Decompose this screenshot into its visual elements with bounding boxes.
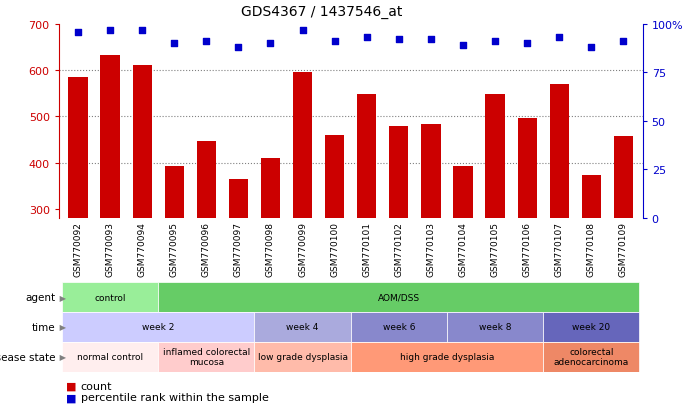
Bar — [158, 342, 254, 372]
Point — [618, 39, 629, 45]
Bar — [389, 127, 408, 218]
Point — [489, 39, 500, 45]
Bar — [325, 135, 344, 218]
Text: disease state: disease state — [0, 352, 55, 362]
Bar — [62, 342, 158, 372]
Point — [361, 35, 372, 42]
Text: week 2: week 2 — [142, 323, 174, 332]
Bar — [62, 282, 158, 312]
Text: week 8: week 8 — [479, 323, 511, 332]
Bar — [543, 342, 639, 372]
Point — [457, 43, 468, 50]
Point — [233, 45, 244, 51]
Bar — [350, 342, 543, 372]
Bar — [254, 342, 350, 372]
Text: control: control — [94, 293, 126, 302]
Bar — [158, 282, 639, 312]
Text: week 4: week 4 — [286, 323, 319, 332]
Bar — [68, 78, 88, 218]
Bar — [357, 95, 377, 218]
Point — [553, 35, 565, 42]
Point — [104, 27, 115, 34]
Text: AOM/DSS: AOM/DSS — [378, 293, 420, 302]
Bar — [293, 73, 312, 218]
Point — [426, 37, 437, 44]
Point — [522, 41, 533, 47]
Text: week 6: week 6 — [383, 323, 415, 332]
Bar — [543, 312, 639, 342]
Point — [329, 39, 340, 45]
Point — [586, 45, 597, 51]
Text: normal control: normal control — [77, 352, 143, 361]
Point — [201, 39, 212, 45]
Bar — [62, 312, 254, 342]
Text: ▶: ▶ — [57, 352, 66, 361]
Point — [73, 29, 84, 36]
Bar — [197, 142, 216, 218]
Bar — [100, 56, 120, 218]
Point — [297, 27, 308, 34]
Bar — [485, 95, 504, 218]
Bar — [254, 312, 350, 342]
Text: count: count — [81, 381, 113, 391]
Text: inflamed colorectal
mucosa: inflamed colorectal mucosa — [162, 347, 250, 366]
Bar — [582, 175, 601, 218]
Text: percentile rank within the sample: percentile rank within the sample — [81, 392, 269, 402]
Text: ▶: ▶ — [57, 323, 66, 332]
Text: ■: ■ — [66, 381, 76, 391]
Point — [169, 41, 180, 47]
Text: ■: ■ — [66, 392, 76, 402]
Bar — [422, 125, 440, 218]
Bar — [549, 85, 569, 218]
Point — [137, 27, 148, 34]
Bar — [133, 66, 152, 218]
Text: time: time — [32, 322, 55, 332]
Text: high grade dysplasia: high grade dysplasia — [399, 352, 494, 361]
Bar — [614, 136, 633, 218]
Text: low grade dysplasia: low grade dysplasia — [258, 352, 348, 361]
Text: colorectal
adenocarcinoma: colorectal adenocarcinoma — [553, 347, 629, 366]
Text: ▶: ▶ — [57, 293, 66, 302]
Text: GDS4367 / 1437546_at: GDS4367 / 1437546_at — [240, 5, 402, 19]
Bar — [229, 179, 248, 218]
Bar — [447, 312, 543, 342]
Point — [265, 41, 276, 47]
Text: week 20: week 20 — [572, 323, 610, 332]
Point — [393, 37, 404, 44]
Bar — [164, 166, 184, 218]
Bar — [261, 159, 280, 218]
Bar — [453, 166, 473, 218]
Text: agent: agent — [25, 292, 55, 302]
Bar — [350, 312, 447, 342]
Bar — [518, 119, 537, 218]
